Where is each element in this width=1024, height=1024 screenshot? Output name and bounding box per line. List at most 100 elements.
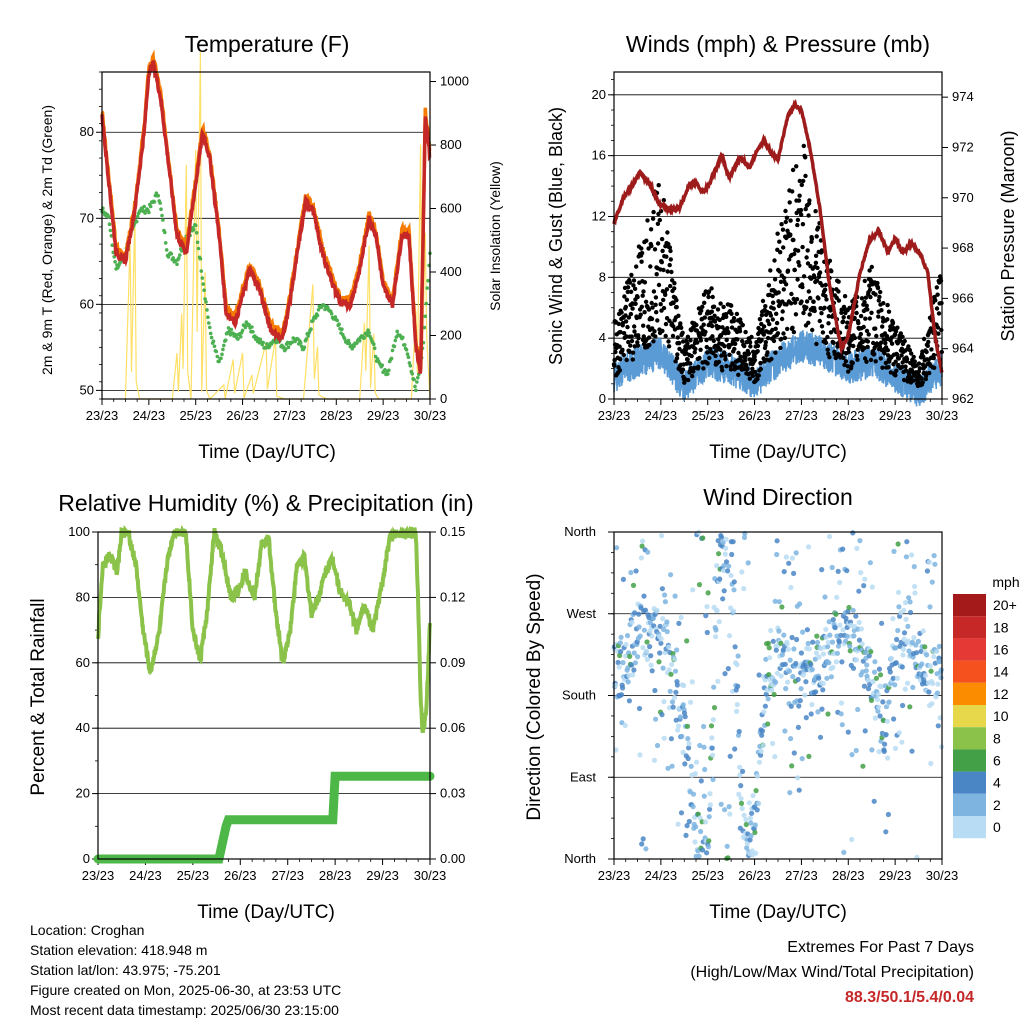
dewpoint-point xyxy=(222,343,226,348)
gust-point xyxy=(936,331,941,336)
direction-point xyxy=(710,776,716,783)
gust-point xyxy=(919,376,924,381)
direction-point xyxy=(774,670,781,676)
gust-point xyxy=(822,305,827,310)
gust-point xyxy=(885,353,891,358)
gust-point xyxy=(797,178,802,184)
gust-point xyxy=(809,236,815,242)
direction-point xyxy=(756,800,762,807)
direction-point xyxy=(835,568,841,575)
dewpoint-point xyxy=(408,364,413,368)
direction-point xyxy=(722,807,728,813)
direction-point xyxy=(850,665,857,671)
gust-point xyxy=(736,350,741,356)
dewpoint-point xyxy=(166,255,171,259)
direction-point xyxy=(622,722,628,729)
gust-point xyxy=(778,250,783,255)
direction-point xyxy=(789,763,795,769)
speed-color-legend: mph 20+ 18 16 14 12 10 8 6 4 2 0 xyxy=(953,574,1020,839)
gust-point xyxy=(924,349,929,355)
gust-point xyxy=(656,282,662,288)
y-tick-label: 0 xyxy=(83,851,90,866)
gust-point xyxy=(698,338,704,343)
dewpoint-point xyxy=(406,355,411,360)
gust-point xyxy=(810,327,815,333)
direction-point xyxy=(888,655,895,662)
gust-point xyxy=(934,285,939,290)
direction-point xyxy=(837,579,843,586)
gust-point xyxy=(663,321,669,327)
legend-label: 10 xyxy=(993,708,1009,724)
direction-point xyxy=(657,623,663,629)
gust-point xyxy=(646,246,651,251)
dewpoint-point xyxy=(410,372,415,376)
direction-point xyxy=(705,590,711,596)
direction-label: East xyxy=(570,769,596,784)
direction-point xyxy=(907,704,913,710)
dewpoint-point xyxy=(264,346,268,350)
direction-point xyxy=(637,633,643,639)
station-info: Location: Croghan Station elevation: 418… xyxy=(30,920,341,1020)
gust-point xyxy=(748,344,753,349)
direction-label: West xyxy=(567,606,597,621)
gust-point xyxy=(759,337,764,343)
direction-point xyxy=(806,753,812,760)
gust-point xyxy=(886,365,891,370)
gust-point xyxy=(702,300,707,305)
direction-point xyxy=(758,752,764,758)
dewpoint-point xyxy=(393,338,398,343)
y2-tick-label: 0.09 xyxy=(440,655,465,670)
direction-point xyxy=(641,627,648,633)
gust-point xyxy=(745,366,750,371)
gust-point xyxy=(832,352,837,357)
direction-point xyxy=(904,680,911,686)
direction-point xyxy=(763,691,769,697)
direction-point xyxy=(614,545,620,551)
legend-swatch xyxy=(953,749,986,772)
gust-point xyxy=(868,357,874,363)
gust-point xyxy=(752,354,757,359)
gust-point xyxy=(710,294,715,300)
dewpoint-point xyxy=(340,327,344,332)
y2-tick-label: 0 xyxy=(440,391,447,406)
gust-point xyxy=(752,369,758,375)
direction-point xyxy=(799,756,805,762)
gust-point xyxy=(720,368,725,373)
dewpoint-point xyxy=(238,334,243,339)
direction-point xyxy=(877,672,884,678)
direction-label: South xyxy=(562,688,596,703)
direction-point xyxy=(706,814,712,820)
gust-point xyxy=(651,289,657,294)
gust-point xyxy=(688,338,693,343)
gust-point xyxy=(641,289,646,294)
gust-point xyxy=(801,274,807,279)
direction-point xyxy=(835,643,842,649)
direction-point xyxy=(865,677,871,683)
gust-point xyxy=(667,245,673,250)
direction-point xyxy=(922,673,929,679)
gust-point xyxy=(758,360,763,366)
gust-point xyxy=(758,366,763,372)
direction-point xyxy=(854,545,860,552)
gust-point xyxy=(689,353,694,359)
gust-point xyxy=(873,359,878,364)
gust-point xyxy=(639,250,645,256)
x-tick-label: 26/23 xyxy=(226,408,259,423)
gust-point xyxy=(655,241,661,246)
direction-point xyxy=(740,768,746,775)
direction-point xyxy=(668,671,674,677)
dewpoint-point xyxy=(298,340,303,345)
y2-tick-label: 1000 xyxy=(440,74,469,89)
gust-point xyxy=(674,298,679,303)
gust-point xyxy=(625,285,631,290)
direction-point xyxy=(726,804,732,810)
direction-point xyxy=(693,824,699,830)
direction-point xyxy=(657,650,663,656)
legend-label: 8 xyxy=(993,730,1001,746)
legend-label: 14 xyxy=(993,664,1009,680)
direction-point xyxy=(828,674,835,680)
gust-point xyxy=(780,309,785,314)
gust-point xyxy=(770,327,775,333)
direction-point xyxy=(734,702,740,708)
dewpoint-point xyxy=(109,234,114,238)
